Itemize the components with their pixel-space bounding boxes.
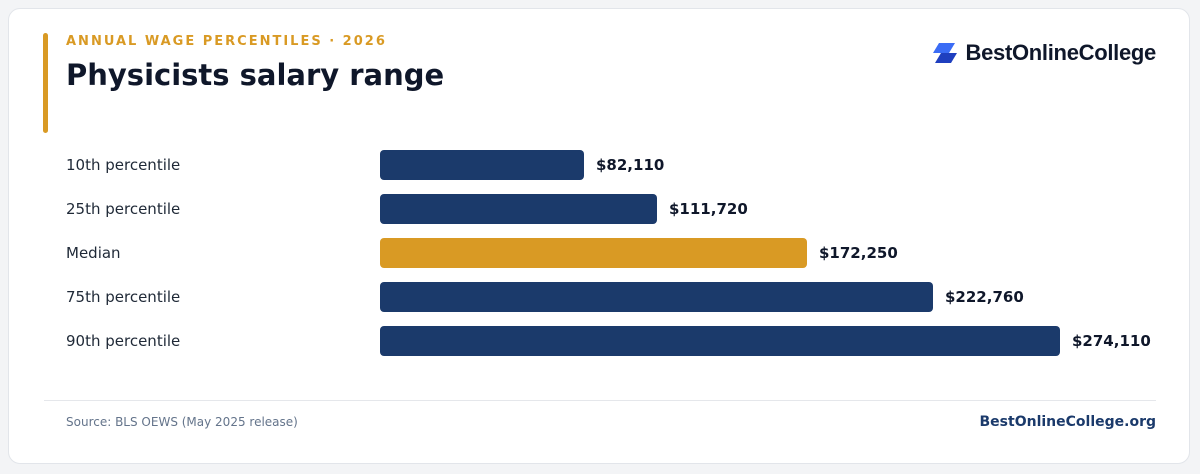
value-label: $82,110 bbox=[596, 156, 665, 174]
brand-parallelogram-icon bbox=[932, 43, 957, 63]
source-note: Source: BLS OEWS (May 2025 release) bbox=[66, 415, 298, 429]
bar bbox=[380, 194, 657, 224]
category-label: 75th percentile bbox=[66, 288, 181, 306]
value-label: $111,720 bbox=[669, 200, 748, 218]
category-label: Median bbox=[66, 244, 121, 262]
footer-divider bbox=[44, 400, 1156, 401]
value-label: $274,110 bbox=[1072, 332, 1151, 350]
bar bbox=[380, 326, 1060, 356]
value-label: $222,760 bbox=[945, 288, 1024, 306]
brand-logo: BestOnlineCollege bbox=[932, 40, 1157, 66]
category-label: 90th percentile bbox=[66, 332, 181, 350]
chart-title: Physicists salary range bbox=[66, 58, 445, 92]
chart-subtitle: ANNUAL WAGE PERCENTILES · 2026 bbox=[66, 34, 387, 49]
bar bbox=[380, 282, 933, 312]
category-label: 10th percentile bbox=[66, 156, 181, 174]
brand-name: BestOnlineCollege bbox=[965, 40, 1157, 65]
category-label: 25th percentile bbox=[66, 200, 181, 218]
site-name: BestOnlineCollege.org bbox=[979, 414, 1156, 430]
bar bbox=[380, 150, 584, 180]
title-accent-bar bbox=[43, 33, 48, 133]
value-label: $172,250 bbox=[819, 244, 898, 262]
chart-card bbox=[8, 8, 1190, 464]
bar-highlight bbox=[380, 238, 807, 268]
